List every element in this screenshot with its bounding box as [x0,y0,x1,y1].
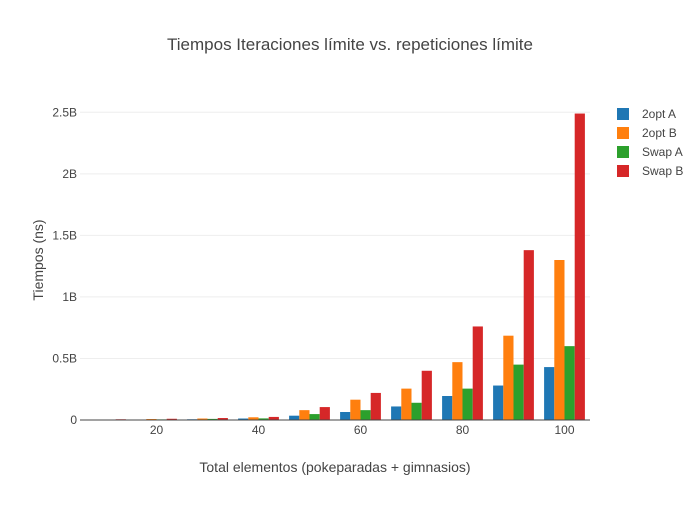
y-tick-label: 0 [70,413,77,427]
bar-2opt-a [442,396,452,420]
bar-swap-a [412,403,422,420]
legend[interactable]: 2opt A 2opt B Swap A Swap B [617,107,683,178]
x-tick-label: 40 [252,423,266,437]
gridlines [80,112,590,358]
bar-2opt-b [299,410,309,420]
bar-swap-b [473,326,483,420]
y-axis-title: Tiempos (ns) [30,219,46,300]
bar-2opt-b [350,400,360,420]
bar-2opt-b [452,362,462,420]
bar-2opt-a [544,367,554,420]
bar-swap-a [463,389,473,420]
bar-swap-b [320,407,330,420]
legend-swatch [617,108,629,120]
legend-label: 2opt B [642,126,677,140]
bar-2opt-a [391,406,401,420]
bar-2opt-b [503,336,513,420]
y-tick-label: 2B [62,167,77,181]
legend-label: 2opt A [642,107,676,121]
y-tick-label: 2.5B [52,105,77,119]
legend-label: Swap B [642,164,683,178]
bar-2opt-b [554,260,564,420]
bar-2opt-a [289,416,299,420]
bar-swap-b [371,393,381,420]
bar-2opt-a [340,412,350,420]
bar-swap-b [575,114,585,420]
legend-item-swap-a[interactable]: Swap A [617,145,683,159]
bars [85,114,585,420]
chart-title: Tiempos Iteraciones límite vs. repeticio… [167,35,533,54]
x-tick-label: 60 [354,423,368,437]
x-tick-label: 100 [554,423,574,437]
bar-swap-a [361,410,371,420]
legend-item-2opt-a[interactable]: 2opt A [617,107,676,121]
legend-swatch [617,146,629,158]
x-tick-label: 20 [150,423,164,437]
bar-2opt-a [493,386,503,420]
legend-swatch [617,165,629,177]
legend-swatch [617,127,629,139]
legend-item-2opt-b[interactable]: 2opt B [617,126,677,140]
bar-swap-a [310,414,320,420]
y-tick-label: 1B [62,290,77,304]
bar-swap-a [514,365,524,420]
x-tick-label: 80 [456,423,470,437]
legend-label: Swap A [642,145,683,159]
legend-item-swap-b[interactable]: Swap B [617,164,683,178]
y-tick-label: 0.5B [52,351,77,365]
bar-swap-b [524,250,534,420]
bar-swap-b [422,371,432,420]
y-tick-label: 1.5B [52,228,77,242]
x-axis-title: Total elementos (pokeparadas + gimnasios… [199,459,470,475]
bar-2opt-b [401,389,411,420]
bar-swap-a [565,346,575,420]
